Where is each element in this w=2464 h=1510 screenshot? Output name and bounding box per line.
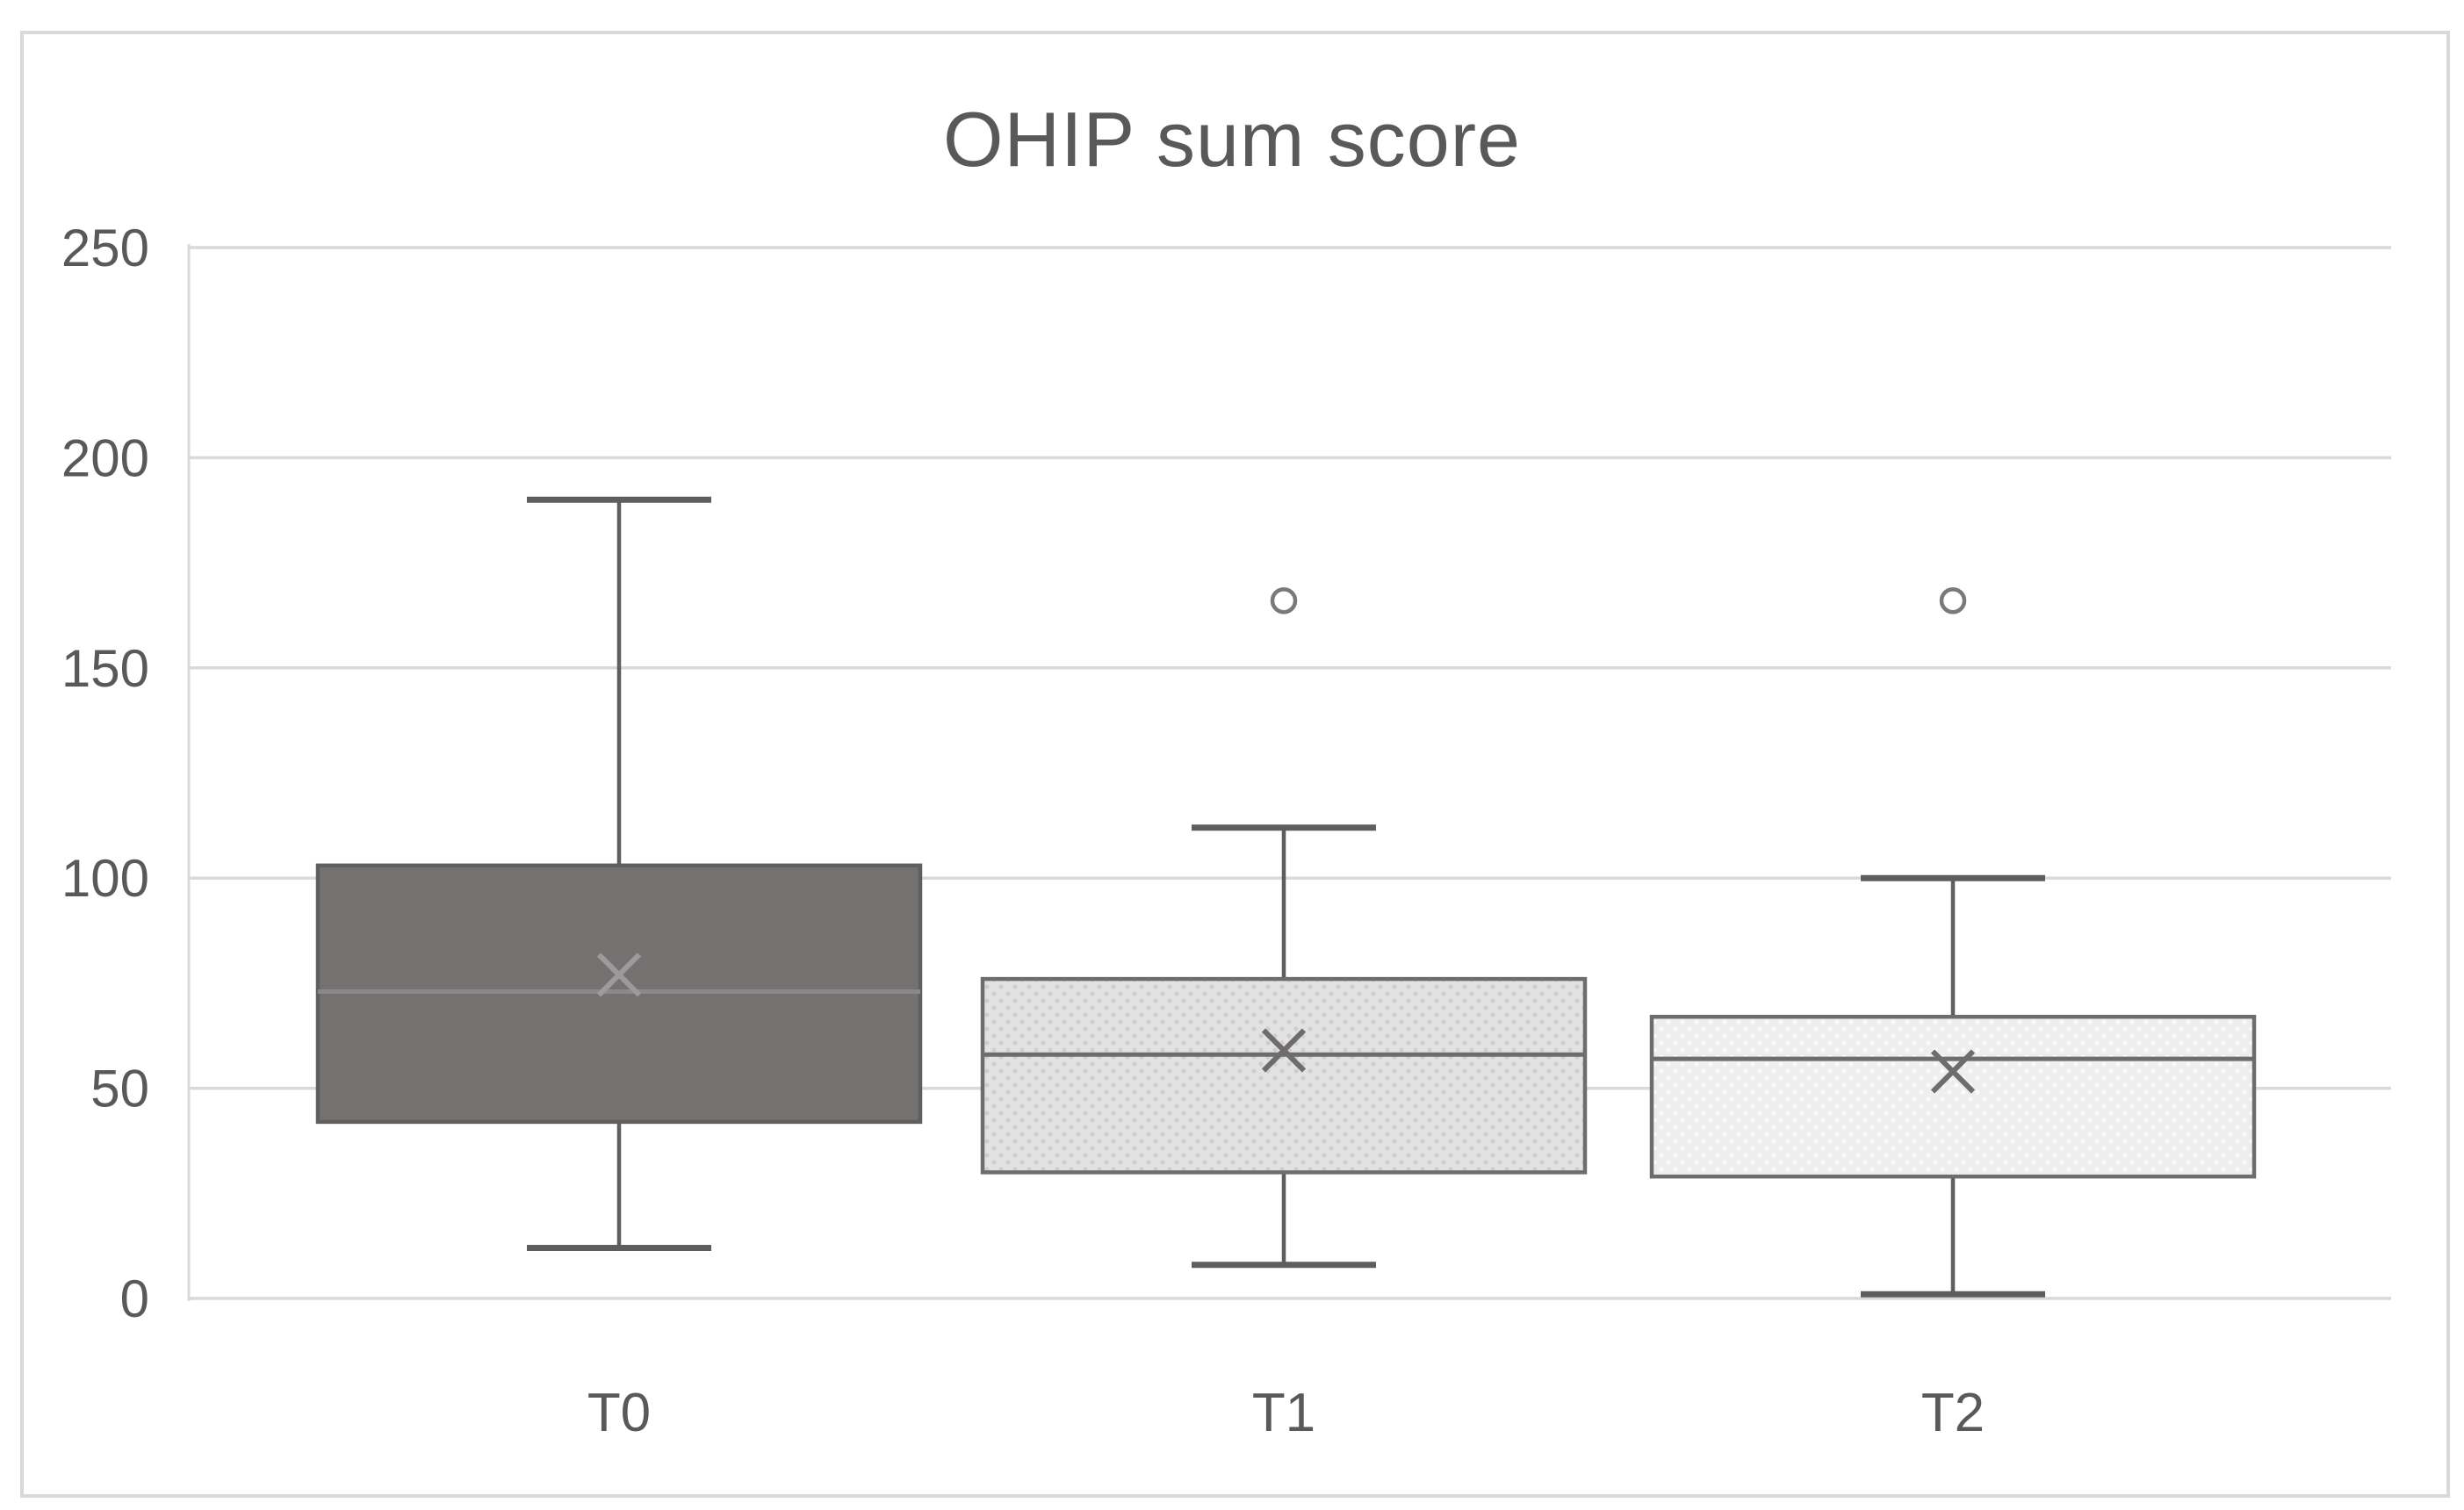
box-t2-outlier-point (1939, 586, 1967, 615)
y-tick-label-100: 100 (61, 849, 149, 908)
chart-title: OHIP sum score (943, 96, 1521, 183)
box-t1-outlier-point (1270, 586, 1298, 615)
y-tick-label-200: 200 (61, 428, 149, 487)
box-t2-mean-marker (1930, 1049, 1976, 1094)
box-t1-mean-marker (1261, 1028, 1307, 1073)
box-t2-iqr-rect (1649, 1014, 2257, 1179)
box-t1-iqr-rect (980, 976, 1588, 1175)
box-t0-mean-marker (596, 953, 642, 997)
category-label-t1: T1 (1252, 1383, 1315, 1443)
category-label-t0: T0 (587, 1383, 651, 1443)
y-tick-label-150: 150 (61, 639, 149, 698)
chart-frame-border (20, 31, 2450, 1498)
category-label-t2: T2 (1921, 1383, 1985, 1443)
y-tick-label-0: 0 (120, 1269, 149, 1328)
y-tick-label-250: 250 (61, 219, 149, 277)
y-tick-label-50: 50 (90, 1060, 149, 1118)
